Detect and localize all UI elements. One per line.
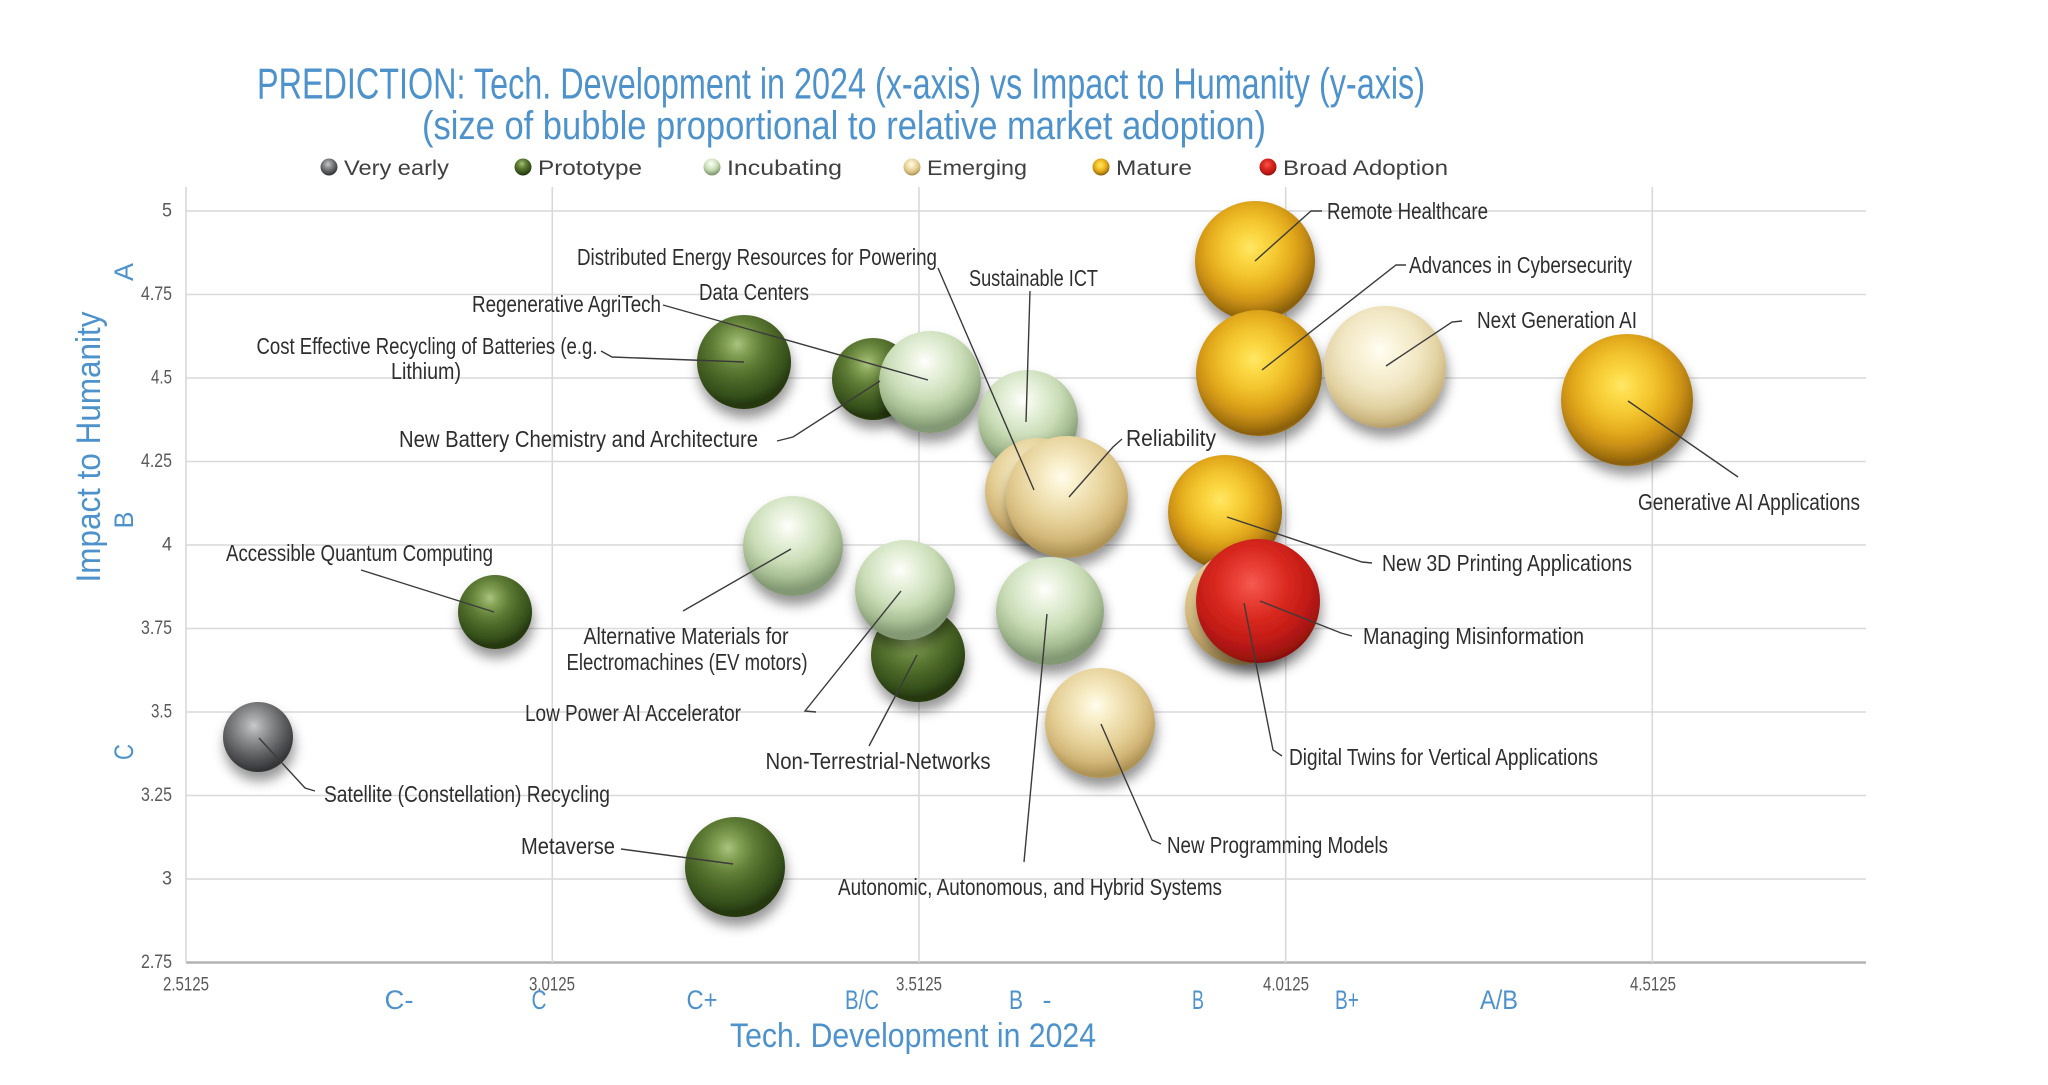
svg-text:Low Power AI Accelerator: Low Power AI Accelerator (525, 700, 741, 726)
svg-text:C: C (532, 985, 547, 1015)
svg-text:Accessible Quantum Computing: Accessible Quantum Computing (226, 540, 493, 566)
svg-text:Distributed Energy Resources f: Distributed Energy Resources for Powerin… (577, 244, 937, 270)
svg-text:Reliability: Reliability (1126, 425, 1216, 451)
svg-text:Generative AI Applications: Generative AI Applications (1638, 489, 1860, 515)
svg-text:3.75: 3.75 (141, 618, 172, 639)
svg-text:B: B (1009, 985, 1023, 1015)
svg-text:Managing Misinformation: Managing Misinformation (1363, 623, 1584, 649)
svg-text:5: 5 (162, 201, 172, 222)
svg-text:Metaverse: Metaverse (521, 833, 615, 859)
svg-text:B: B (109, 512, 139, 529)
svg-text:New 3D Printing Applications: New 3D Printing Applications (1382, 550, 1632, 576)
svg-text:3.0125: 3.0125 (529, 975, 575, 996)
svg-text:Electromachines (EV motors): Electromachines (EV motors) (567, 649, 808, 675)
svg-text:New Battery Chemistry and Arch: New Battery Chemistry and Architecture (399, 426, 758, 452)
svg-text:Regenerative AgriTech: Regenerative AgriTech (472, 291, 661, 317)
svg-text:3.5125: 3.5125 (896, 975, 942, 996)
svg-text:Digital Twins for Vertical App: Digital Twins for Vertical Applications (1289, 744, 1598, 770)
svg-text:New Programming Models: New Programming Models (1167, 832, 1388, 858)
svg-text:4.5: 4.5 (151, 368, 172, 389)
svg-text:Autonomic, Autonomous, and Hyb: Autonomic, Autonomous, and Hybrid System… (838, 874, 1222, 900)
svg-text:Prototype: Prototype (538, 156, 642, 180)
svg-text:B+: B+ (1335, 985, 1359, 1015)
svg-text:Sustainable ICT: Sustainable ICT (969, 265, 1098, 291)
svg-text:PREDICTION: Tech. Development: PREDICTION: Tech. Development in 2024 (x… (257, 60, 1425, 109)
svg-text:A: A (109, 263, 139, 281)
svg-text:C: C (109, 744, 139, 760)
svg-text:Data Centers: Data Centers (699, 279, 809, 305)
svg-text:Advances in Cybersecurity: Advances in Cybersecurity (1409, 252, 1632, 278)
svg-text:4.0125: 4.0125 (1263, 975, 1309, 996)
svg-text:Non-Terrestrial-Networks: Non-Terrestrial-Networks (766, 748, 991, 774)
svg-text:4: 4 (162, 535, 172, 556)
svg-text:Very early: Very early (344, 156, 449, 180)
svg-text:Impact to Humanity: Impact to Humanity (70, 312, 108, 583)
svg-text:Next Generation AI: Next Generation AI (1477, 307, 1637, 333)
svg-text:C+: C+ (687, 985, 718, 1015)
svg-text:4.5125: 4.5125 (1630, 975, 1676, 996)
svg-text:3.5: 3.5 (151, 702, 172, 723)
svg-text:C-: C- (385, 985, 414, 1015)
svg-text:A/B: A/B (1480, 985, 1518, 1015)
svg-text:B: B (1192, 985, 1204, 1015)
svg-text:(size of bubble proportional t: (size of bubble proportional to relative… (422, 104, 1266, 148)
svg-text:Broad Adoption: Broad Adoption (1283, 156, 1448, 180)
svg-text:Cost Effective Recycling of Ba: Cost Effective Recycling of Batteries (e… (257, 333, 598, 359)
svg-text:Emerging: Emerging (927, 156, 1027, 180)
svg-text:Tech. Development in 2024: Tech. Development in 2024 (730, 1017, 1096, 1055)
svg-text:Incubating: Incubating (727, 156, 842, 180)
svg-text:2.75: 2.75 (141, 952, 172, 973)
svg-text:3.25: 3.25 (141, 785, 172, 806)
svg-text:2.5125: 2.5125 (163, 975, 209, 996)
svg-text:Remote Healthcare: Remote Healthcare (1327, 198, 1488, 224)
svg-text:Satellite (Constellation) Recy: Satellite (Constellation) Recycling (324, 781, 610, 807)
svg-text:Alternative Materials for: Alternative Materials for (584, 623, 789, 649)
svg-text:Lithium): Lithium) (391, 358, 461, 384)
svg-text:B/C: B/C (845, 985, 879, 1015)
svg-text:3: 3 (162, 869, 172, 890)
svg-text:4.75: 4.75 (141, 284, 172, 305)
svg-text:Mature: Mature (1116, 156, 1192, 180)
svg-text:4.25: 4.25 (141, 451, 172, 472)
svg-text:-: - (1043, 985, 1052, 1015)
